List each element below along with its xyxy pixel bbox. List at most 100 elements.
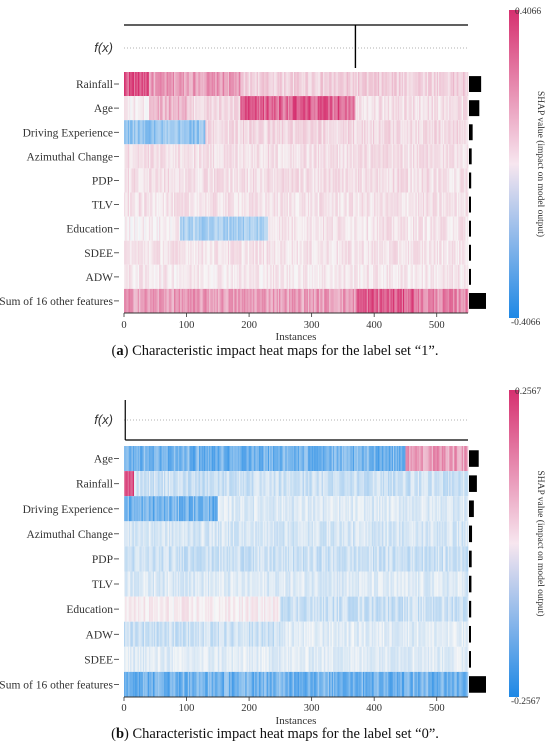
heatmap-cell [354, 571, 356, 597]
heatmap-cell [440, 546, 443, 572]
heatmap-cell [337, 446, 340, 472]
heatmap-cell [334, 546, 336, 572]
heatmap-cell [135, 144, 137, 169]
heatmap-cell [157, 521, 160, 547]
heatmap-cell [446, 216, 449, 241]
heatmap-cell [432, 521, 435, 547]
heatmap-cell [279, 471, 281, 497]
heatmap-cell [157, 546, 160, 572]
heatmap-cell [230, 546, 232, 572]
heatmap-cell [229, 471, 231, 497]
heatmap-cell [259, 120, 261, 145]
heatmap-cell [250, 621, 252, 647]
heatmap-cell [251, 571, 254, 597]
heatmap-cell [389, 496, 391, 522]
heatmap-cell [225, 96, 227, 121]
heatmap-cell [204, 144, 206, 169]
heatmap-cell [257, 120, 260, 145]
heatmap-cell [227, 120, 230, 145]
heatmap-cell [135, 546, 137, 572]
heatmap-cell [175, 192, 177, 217]
heatmap-cell [254, 546, 256, 572]
heatmap-cell [463, 96, 465, 121]
heatmap-cell [385, 496, 387, 522]
heatmap-cell [409, 446, 411, 472]
heatmap-cell [449, 471, 451, 497]
heatmap-cell [405, 471, 407, 497]
heatmap-cell [386, 216, 389, 241]
heatmap-cell [375, 72, 377, 97]
heatmap-cell [252, 144, 255, 169]
heatmap-cell [324, 120, 326, 145]
heatmap-cell [366, 168, 369, 193]
heatmap-cell [317, 546, 320, 572]
heatmap-cell [357, 446, 360, 472]
heatmap-cell [250, 264, 252, 289]
heatmap-cell [382, 216, 385, 241]
heatmap-cell [342, 264, 345, 289]
heatmap-cell [205, 72, 207, 97]
heatmap-cell [419, 120, 421, 145]
heatmap-cell [317, 216, 320, 241]
heatmap-cell [302, 596, 305, 622]
heatmap-cell [157, 120, 160, 145]
heatmap-cell [361, 446, 364, 472]
heatmap-cell [371, 571, 374, 597]
heatmap-cell [464, 144, 466, 169]
heatmap-cell [175, 521, 177, 547]
heatmap-cell [211, 546, 214, 572]
heatmap-cell [341, 496, 344, 522]
heatmap-cell [167, 264, 170, 289]
heatmap-cell [391, 144, 394, 169]
heatmap-cell [142, 288, 145, 313]
heatmap-cell [336, 521, 339, 547]
heatmap-cell [176, 521, 179, 547]
heatmap-cell [314, 496, 316, 522]
heatmap-cell [369, 72, 371, 97]
heatmap-cell [304, 264, 306, 289]
heatmap-cell [266, 144, 269, 169]
heatmap-cell [350, 72, 352, 97]
heatmap-cell [337, 288, 340, 313]
heatmap-cell [189, 521, 191, 547]
heatmap-cell [229, 216, 231, 241]
heatmap-cell [185, 496, 187, 522]
heatmap-cell [377, 446, 380, 472]
heatmap-cell [341, 521, 344, 547]
heatmap-cell [260, 471, 262, 497]
heatmap-cell [179, 446, 181, 472]
heatmap-cell [199, 521, 201, 547]
heatmap-cell [399, 168, 401, 193]
heatmap-cell [210, 216, 212, 241]
heatmap-cell [171, 621, 174, 647]
heatmap-cell [284, 571, 286, 597]
heatmap-row [124, 144, 469, 169]
heatmap-cell [301, 168, 304, 193]
heatmap-cell [147, 144, 150, 169]
heatmap-cell [461, 120, 464, 145]
importance-bar [469, 124, 473, 141]
heatmap-cell [407, 216, 410, 241]
heatmap-cell [131, 120, 134, 145]
heatmap-cell [307, 216, 310, 241]
heatmap-cell [340, 446, 342, 472]
heatmap-cell [259, 621, 261, 647]
heatmap-cell [184, 240, 186, 265]
heatmap-cell [289, 96, 291, 121]
heatmap-cell [339, 240, 341, 265]
feature-label: Driving Experience [23, 127, 113, 139]
heatmap-cell [307, 546, 310, 572]
heatmap-cell [201, 216, 204, 241]
heatmap-cell [406, 168, 409, 193]
heatmap-cell [314, 216, 316, 241]
heatmap-cell [350, 471, 352, 497]
heatmap-cell [315, 72, 317, 97]
heatmap-cell [239, 168, 241, 193]
heatmap-cell [455, 192, 458, 217]
heatmap-cell [127, 240, 130, 265]
heatmap-cell [199, 288, 201, 313]
heatmap-cell [374, 264, 376, 289]
heatmap-cell [142, 571, 145, 597]
heatmap-cell [191, 471, 194, 497]
heatmap-cell [226, 288, 229, 313]
